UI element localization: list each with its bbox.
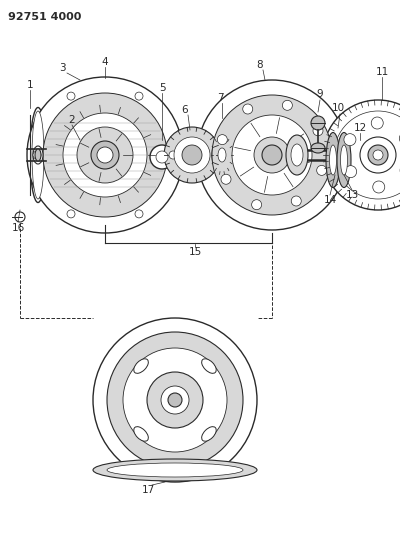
Text: 11: 11	[375, 67, 389, 77]
Circle shape	[107, 332, 243, 468]
Circle shape	[168, 393, 182, 407]
Text: 2: 2	[69, 115, 75, 125]
Circle shape	[282, 100, 292, 110]
Circle shape	[164, 127, 220, 183]
Circle shape	[33, 151, 41, 159]
Circle shape	[212, 95, 332, 215]
Circle shape	[15, 212, 25, 222]
Ellipse shape	[30, 108, 46, 203]
Text: 17: 17	[141, 485, 155, 495]
Circle shape	[313, 126, 323, 136]
Circle shape	[150, 145, 174, 169]
Text: 15: 15	[188, 247, 202, 257]
Ellipse shape	[202, 359, 216, 373]
Ellipse shape	[202, 426, 216, 441]
Circle shape	[147, 372, 203, 428]
Ellipse shape	[330, 145, 336, 175]
Circle shape	[243, 104, 253, 114]
Circle shape	[262, 145, 282, 165]
Circle shape	[97, 147, 113, 163]
Ellipse shape	[134, 359, 148, 373]
Ellipse shape	[35, 149, 41, 161]
Ellipse shape	[107, 463, 243, 477]
Circle shape	[373, 181, 385, 193]
Circle shape	[317, 165, 327, 175]
Ellipse shape	[212, 137, 232, 173]
Circle shape	[156, 151, 168, 163]
Circle shape	[67, 92, 75, 100]
Circle shape	[77, 127, 133, 183]
Circle shape	[67, 210, 75, 218]
Text: 1: 1	[27, 80, 33, 90]
Text: 92751 4000: 92751 4000	[8, 12, 81, 22]
Circle shape	[123, 348, 227, 452]
Text: 5: 5	[159, 83, 165, 93]
Text: 14: 14	[323, 195, 337, 205]
Ellipse shape	[286, 135, 308, 175]
Circle shape	[221, 174, 231, 184]
Circle shape	[371, 117, 383, 129]
Text: 13: 13	[345, 190, 359, 200]
Circle shape	[345, 166, 357, 177]
Circle shape	[368, 145, 388, 165]
Circle shape	[197, 80, 347, 230]
Text: 3: 3	[59, 63, 65, 73]
Ellipse shape	[32, 111, 44, 199]
Circle shape	[344, 134, 356, 146]
Circle shape	[135, 92, 143, 100]
Circle shape	[43, 93, 167, 217]
Ellipse shape	[311, 143, 325, 153]
Circle shape	[373, 150, 383, 160]
Text: 8: 8	[257, 60, 263, 70]
Circle shape	[182, 145, 202, 165]
Circle shape	[311, 116, 325, 130]
Circle shape	[93, 318, 257, 482]
Circle shape	[217, 135, 227, 144]
Ellipse shape	[134, 426, 148, 441]
Text: 9: 9	[317, 89, 323, 99]
Circle shape	[291, 196, 301, 206]
Text: 12: 12	[353, 123, 367, 133]
Circle shape	[252, 200, 262, 209]
Circle shape	[91, 141, 119, 169]
Text: 7: 7	[217, 93, 223, 103]
Ellipse shape	[337, 133, 351, 188]
Circle shape	[169, 151, 177, 159]
Ellipse shape	[291, 144, 303, 166]
Circle shape	[399, 132, 400, 144]
Circle shape	[232, 115, 312, 195]
Circle shape	[334, 111, 400, 199]
Circle shape	[360, 137, 396, 173]
Circle shape	[254, 137, 290, 173]
Circle shape	[135, 210, 143, 218]
Ellipse shape	[326, 133, 340, 188]
Ellipse shape	[218, 148, 226, 162]
Ellipse shape	[93, 459, 257, 481]
Circle shape	[323, 100, 400, 210]
Ellipse shape	[33, 146, 43, 164]
Text: 16: 16	[11, 223, 25, 233]
Text: 10: 10	[332, 103, 344, 113]
Text: 4: 4	[102, 57, 108, 67]
Text: 6: 6	[182, 105, 188, 115]
Circle shape	[27, 77, 183, 233]
Ellipse shape	[340, 145, 348, 175]
Circle shape	[63, 113, 147, 197]
Circle shape	[161, 386, 189, 414]
Circle shape	[174, 137, 210, 173]
